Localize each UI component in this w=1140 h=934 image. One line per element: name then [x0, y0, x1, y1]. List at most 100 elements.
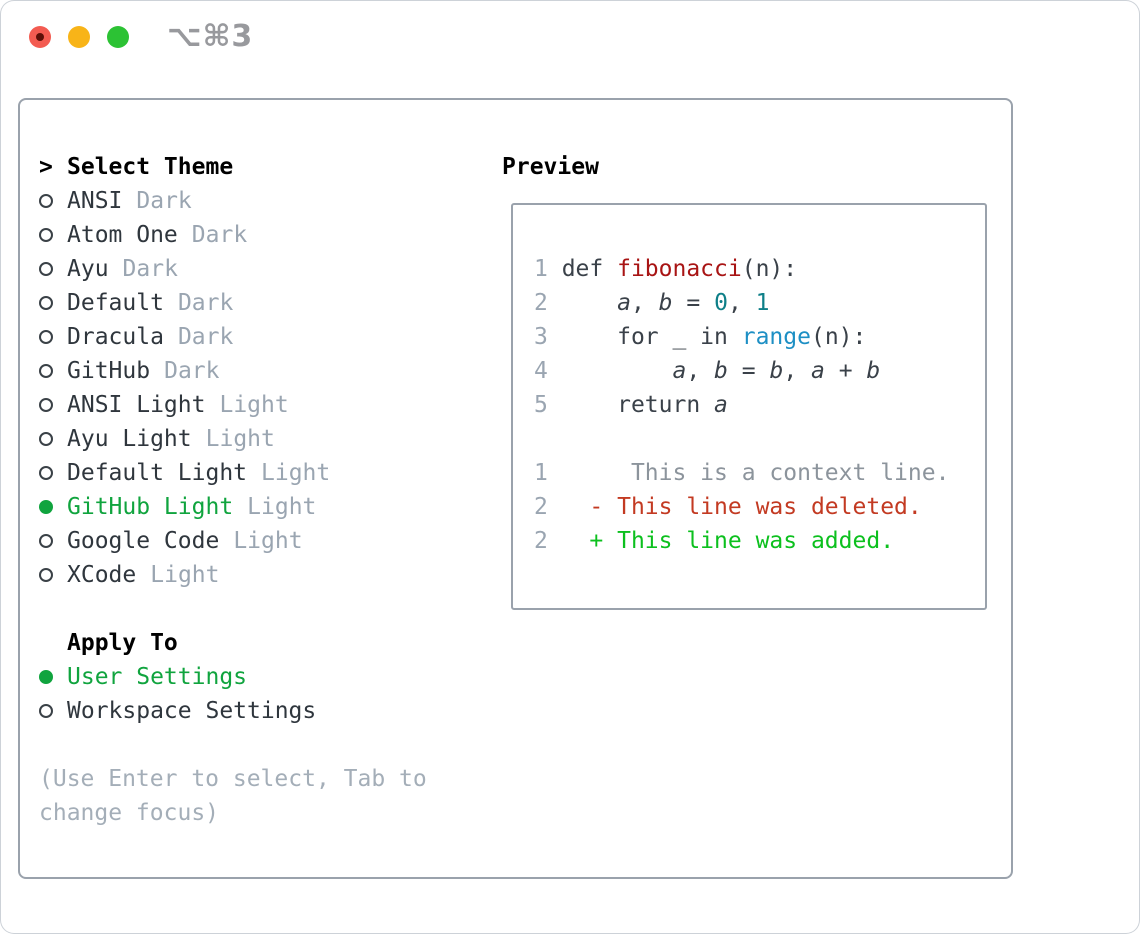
radio-icon — [39, 330, 67, 344]
diff-deleted-line: 2 - This line was deleted. — [534, 490, 949, 524]
circle-outline-icon — [39, 296, 53, 310]
theme-variant-badge: Dark — [164, 358, 220, 384]
code-line: 2 a, b = 0, 1 — [534, 286, 949, 320]
theme-name: GitHub — [67, 358, 151, 384]
theme-option-google-code-light[interactable]: Google Code Light — [39, 524, 427, 558]
circle-outline-icon — [39, 194, 53, 208]
theme-name: Default — [67, 290, 164, 316]
code-segment-var: b — [714, 358, 728, 384]
theme-name: GitHub Light — [67, 494, 234, 520]
radio-icon — [39, 296, 67, 310]
theme-option-xcode-light[interactable]: XCode Light — [39, 558, 427, 592]
code-segment-var: a — [714, 392, 728, 418]
theme-option-ansi-dark[interactable]: ANSI Dark — [39, 184, 427, 218]
circle-outline-icon — [39, 466, 53, 480]
theme-option-ayu-light-light[interactable]: Ayu Light Light — [39, 422, 427, 456]
apply-to-title-row: Apply To — [39, 626, 427, 660]
window-title: ⌥⌘3 — [167, 19, 254, 54]
prompt-icon: > — [39, 150, 67, 184]
theme-variant-badge: Light — [261, 460, 331, 486]
code-segment-builtin: range — [741, 324, 811, 350]
code-segment-var: a — [617, 290, 631, 316]
code-line: 1 def fibonacci(n): — [534, 252, 949, 286]
traffic-lights — [29, 26, 129, 48]
unsaved-changes-dot-icon — [36, 33, 44, 41]
theme-name: Atom One — [67, 222, 178, 248]
theme-option-github-dark[interactable]: GitHub Dark — [39, 354, 427, 388]
apply-option-workspace-settings[interactable]: Workspace Settings — [39, 694, 427, 728]
apply-option-label: Workspace Settings — [67, 698, 317, 724]
code-segment-added: + This line was added. — [547, 528, 895, 554]
circle-outline-icon — [39, 568, 53, 582]
spacer-row — [39, 728, 427, 762]
theme-name: ANSI Light — [67, 392, 206, 418]
radio-icon — [39, 704, 67, 718]
close-button[interactable] — [29, 26, 51, 48]
minimize-button[interactable] — [68, 26, 90, 48]
code-segment-code: , — [630, 290, 659, 316]
theme-variant-badge: Light — [219, 392, 289, 418]
circle-outline-icon — [39, 398, 53, 412]
code-segment-num: 0 — [714, 290, 728, 316]
code-segment-deleted: - This line was deleted. — [547, 494, 922, 520]
radio-icon — [39, 364, 67, 378]
theme-option-default-dark[interactable]: Default Dark — [39, 286, 427, 320]
zoom-button[interactable] — [107, 26, 129, 48]
radio-icon — [39, 228, 67, 242]
circle-filled-icon — [39, 670, 53, 684]
radio-icon — [39, 262, 67, 276]
apply-option-label: User Settings — [67, 664, 248, 690]
code-segment-var: b — [769, 358, 784, 384]
code-segment-var: a — [811, 358, 825, 384]
circle-outline-icon — [39, 330, 53, 344]
radio-selected-icon — [39, 500, 67, 514]
code-segment-num: 1 — [755, 290, 770, 316]
radio-selected-icon — [39, 670, 67, 684]
code-segment-var: a — [672, 358, 687, 384]
theme-option-github-light-light[interactable]: GitHub Light Light — [39, 490, 427, 524]
code-segment-var: b — [866, 358, 881, 384]
hint-text: (Use Enter to select, Tab to — [39, 762, 427, 796]
line-number: 2 — [534, 494, 548, 520]
code-segment-code: , — [783, 358, 812, 384]
apply-option-user-settings[interactable]: User Settings — [39, 660, 427, 694]
line-number: 2 — [534, 290, 548, 316]
code-segment-code — [548, 290, 617, 316]
radio-icon — [39, 534, 67, 548]
code-segment-code: for _ in — [547, 324, 742, 350]
code-segment-code: return — [547, 392, 715, 418]
theme-name: Dracula — [67, 324, 164, 350]
code-line: 5 return a — [534, 388, 949, 422]
hint-line: change focus) — [39, 800, 220, 826]
prompt-char: > — [39, 154, 53, 180]
theme-option-ayu-dark[interactable]: Ayu Dark — [39, 252, 427, 286]
theme-option-atom-one-dark[interactable]: Atom One Dark — [39, 218, 427, 252]
code-line: 3 for _ in range(n): — [534, 320, 949, 354]
radio-icon — [39, 398, 67, 412]
theme-name: Default Light — [67, 460, 248, 486]
code-segment-func: fibonacci — [617, 256, 742, 282]
apply-to-title: Apply To — [67, 630, 178, 656]
spacer-row — [39, 592, 427, 626]
preview-heading: Preview — [502, 154, 599, 180]
line-number: 4 — [534, 358, 548, 384]
diff-added-line: 2 + This line was added. — [534, 524, 949, 558]
code-segment-code: , — [727, 290, 756, 316]
code-segment-var: b — [658, 290, 673, 316]
theme-variant-badge: Light — [150, 562, 220, 588]
diff-context-line: 1 This is a context line. — [534, 456, 949, 490]
circle-outline-icon — [39, 432, 53, 446]
theme-option-dracula-dark[interactable]: Dracula Dark — [39, 320, 427, 354]
theme-option-ansi-light-light[interactable]: ANSI Light Light — [39, 388, 427, 422]
code-segment-code: (n): — [741, 256, 798, 282]
theme-name: Google Code — [67, 528, 220, 554]
line-number: 1 — [534, 256, 562, 282]
radio-icon — [39, 432, 67, 446]
theme-name: XCode — [67, 562, 137, 588]
theme-option-default-light-light[interactable]: Default Light Light — [39, 456, 427, 490]
hint-text: change focus) — [39, 796, 427, 830]
code-segment-code: = — [727, 358, 770, 384]
theme-variant-badge: Dark — [136, 188, 192, 214]
